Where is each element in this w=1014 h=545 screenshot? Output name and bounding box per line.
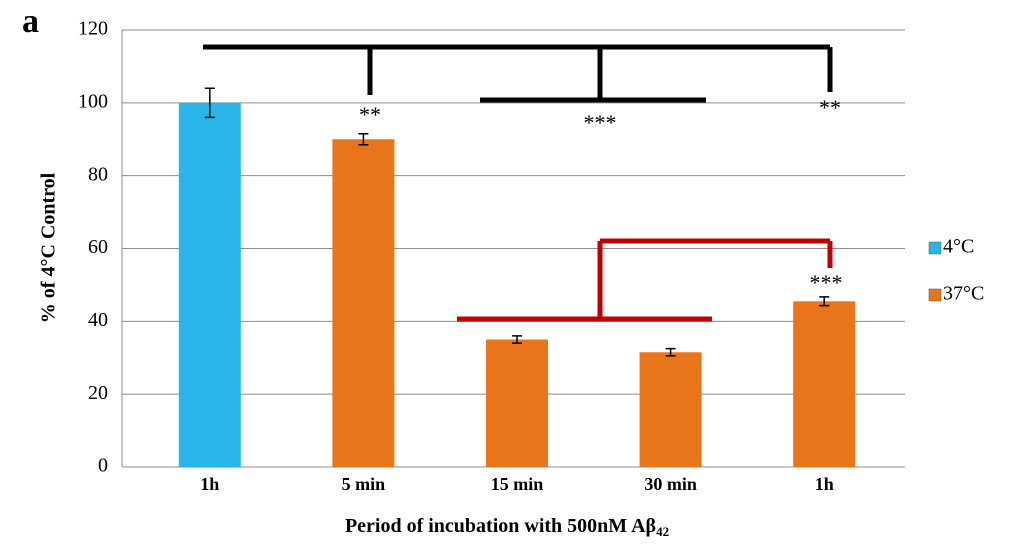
error-bar — [819, 296, 830, 307]
legend-label: 4°C — [943, 236, 974, 258]
y-tick-label: 60 — [88, 236, 108, 258]
x-axis-label-main: Period of incubation with 500nM Aβ — [345, 515, 656, 537]
bar — [639, 352, 702, 467]
y-tick-label: 100 — [78, 90, 108, 112]
legend-swatch — [928, 288, 942, 302]
x-axis-label-subscript: 42 — [656, 524, 669, 539]
x-tick-label: 5 min — [342, 474, 386, 494]
panel-label: a — [22, 3, 39, 40]
y-tick-label: 40 — [88, 309, 108, 331]
error-bar — [358, 133, 369, 146]
x-tick-label: 30 min — [644, 474, 697, 494]
legend-swatch — [928, 241, 942, 255]
y-tick-label: 20 — [88, 382, 108, 404]
black-bracket — [203, 44, 833, 103]
x-tick-label: 1h — [200, 474, 219, 494]
x-tick-label: 15 min — [491, 474, 544, 494]
error-bar — [665, 347, 676, 357]
significance-stars: ** — [359, 102, 381, 127]
y-tick-label: 120 — [78, 18, 108, 40]
bar — [332, 139, 395, 467]
significance-brackets — [203, 44, 833, 322]
legend-label: 37°C — [943, 283, 984, 305]
bar — [793, 301, 856, 467]
error-bar — [512, 335, 522, 344]
red-bracket — [457, 238, 833, 322]
y-tick-label: 0 — [98, 455, 108, 477]
y-tick-label: 80 — [88, 163, 108, 185]
error-bar — [204, 87, 215, 119]
bar — [486, 339, 548, 467]
x-tick-label: 1h — [815, 474, 834, 494]
x-axis-label: Period of incubation with 500nM Aβ42 — [345, 515, 669, 539]
bar — [178, 102, 241, 467]
significance-stars: *** — [810, 270, 843, 295]
significance-stars: ** — [819, 95, 841, 120]
y-axis-label: % of 4°C Control — [38, 172, 60, 323]
significance-stars: *** — [584, 110, 617, 135]
